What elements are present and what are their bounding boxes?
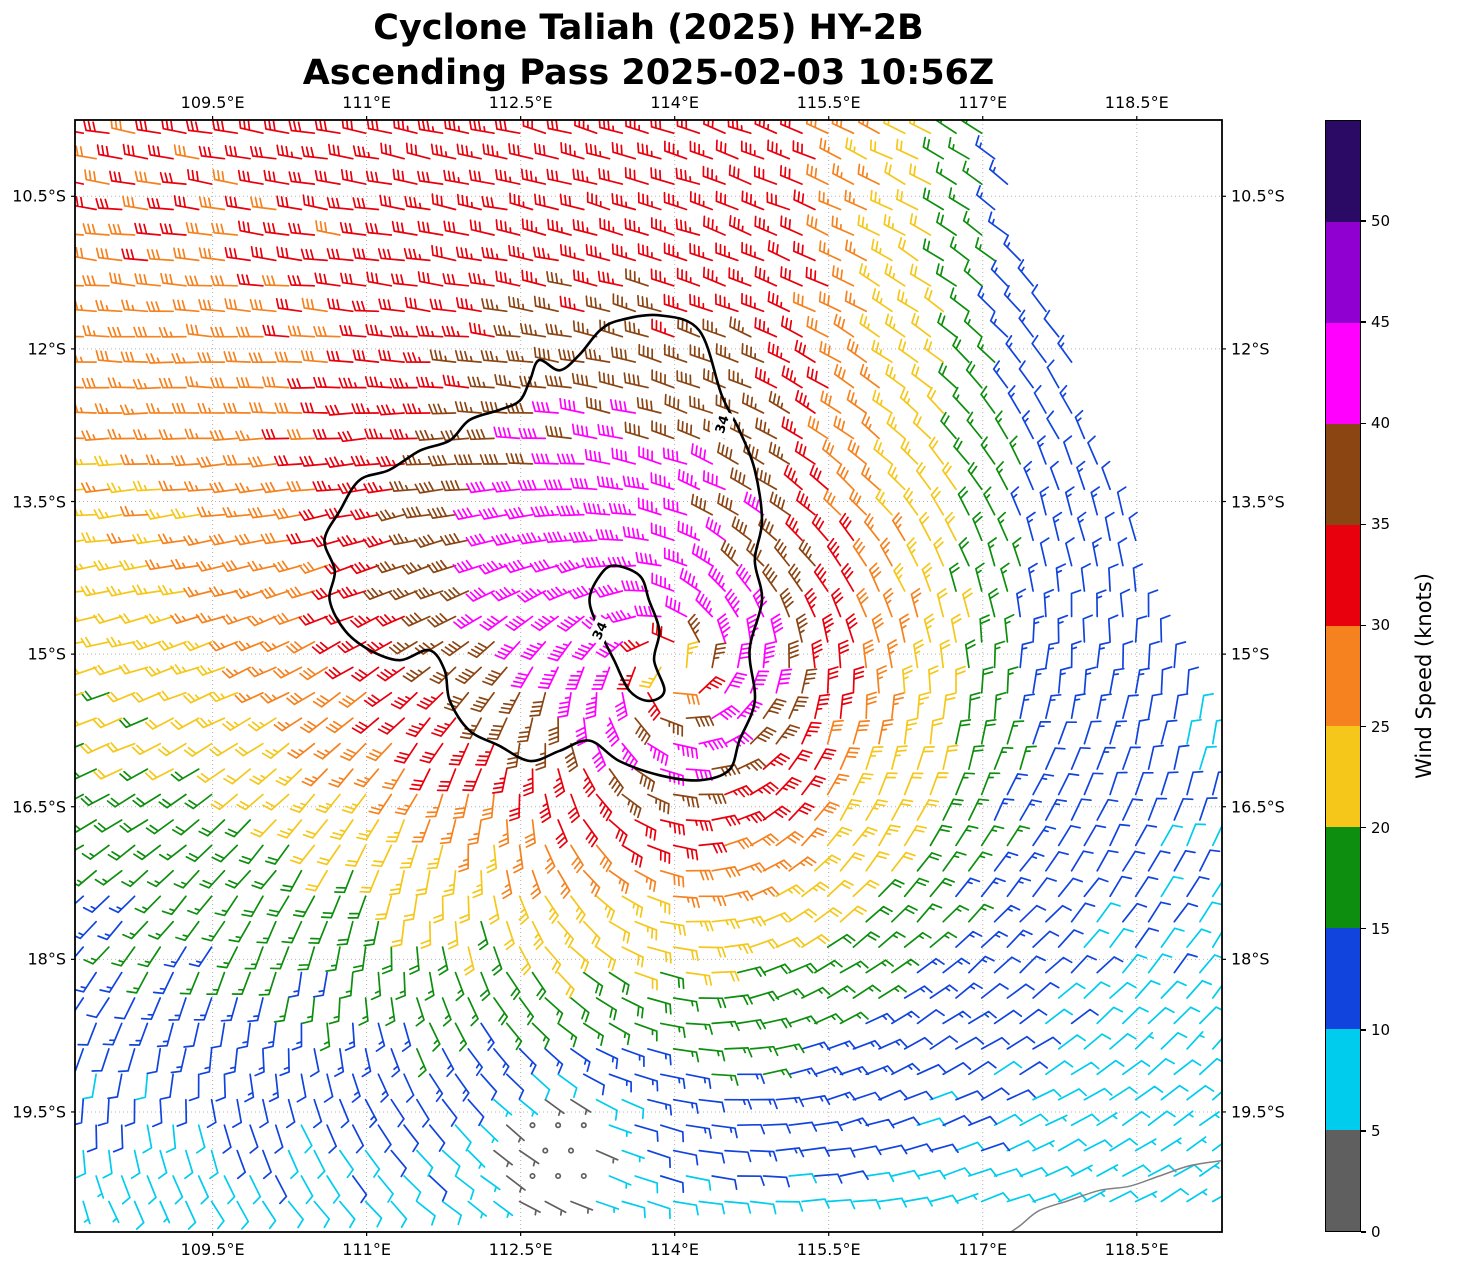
y-tick-label-left: 15°S	[27, 644, 66, 664]
y-tick-label-left: 10.5°S	[12, 186, 66, 206]
wind-barbs-bin-2	[75, 135, 1222, 1205]
x-tick-label-bottom: 111°E	[342, 1240, 391, 1259]
colorbar-tick-label: 0	[1371, 1223, 1381, 1241]
colorbar-segment-25-30	[1326, 625, 1360, 727]
wind-barbs-bin-5	[75, 120, 922, 909]
wind-barbs-bin-4	[75, 120, 973, 999]
colorbar-segment-0-5	[1326, 1130, 1360, 1231]
wind-barbs-bin-3	[75, 120, 1037, 1086]
colorbar-tick-mark	[1361, 826, 1366, 829]
wind-barbs-bin-8	[452, 397, 793, 787]
x-tick-label-top: 118.5°E	[1104, 93, 1169, 112]
y-tick-label-left: 18°S	[27, 949, 66, 969]
colorbar-segment-50+	[1326, 121, 1360, 222]
contour-label: 34	[586, 615, 614, 647]
y-tick-label-left: 16.5°S	[12, 797, 66, 817]
wind-barbs-bin-1	[75, 693, 1222, 1230]
colorbar-segment-35-40	[1326, 423, 1360, 525]
colorbar-tick-mark	[1361, 1130, 1366, 1132]
colorbar-tick-mark	[1361, 928, 1366, 930]
colorbar-tick-label: 45	[1371, 313, 1391, 332]
x-tick-label-bottom: 109.5°E	[180, 1240, 245, 1259]
y-tick-label-right: 18°S	[1231, 949, 1270, 969]
colorbar-tick-mark	[1361, 523, 1366, 526]
x-tick-label-top: 114°E	[650, 93, 699, 112]
y-tick-label-right: 19.5°S	[1231, 1102, 1285, 1122]
chart-title: Cyclone Taliah (2025) HY-2B Ascending Pa…	[75, 6, 1222, 96]
colorbar-tick-label: 20	[1371, 818, 1391, 837]
colorbar-tick-mark	[1361, 1231, 1366, 1233]
x-tick-label-top: 109.5°E	[180, 93, 245, 112]
contour-label: 34	[709, 409, 735, 440]
gridlines	[75, 120, 1222, 1232]
colorbar-tick-mark	[1361, 624, 1366, 627]
colorbar-segment-40-45	[1326, 322, 1360, 424]
y-tick-label-right: 12°S	[1231, 339, 1270, 359]
x-tick-label-top: 112.5°E	[488, 93, 553, 112]
x-tick-label-top: 111°E	[342, 93, 391, 112]
overlays: 34 34	[323, 313, 1222, 1232]
contour-label-box	[709, 409, 735, 440]
x-tick-label-bottom: 115.5°E	[796, 1240, 861, 1259]
wind-barbs-bin-0	[493, 1098, 619, 1216]
colorbar-tick-label: 15	[1371, 919, 1391, 938]
contour-label-text: 34	[590, 620, 611, 643]
x-tick-label-top: 117°E	[958, 93, 1008, 112]
colorbar-tick-label: 5	[1371, 1121, 1381, 1140]
contour-label-box	[586, 615, 614, 647]
colorbar-segment-10-15	[1326, 928, 1360, 1030]
y-tick-label-left: 13.5°S	[12, 492, 66, 512]
colorbar-tick-label: 30	[1371, 616, 1391, 635]
coastline	[1009, 1160, 1222, 1232]
colorbar-segment-20-25	[1326, 726, 1360, 828]
x-tick-label-top: 115.5°E	[796, 93, 861, 112]
colorbar-tick-label: 10	[1371, 1020, 1391, 1039]
colorbar-tick-mark	[1361, 220, 1366, 222]
wind-barbs-bin-7	[362, 268, 818, 819]
colorbar-tick-label: 25	[1371, 717, 1391, 736]
y-tick-label-right: 15°S	[1231, 644, 1270, 664]
y-tick-label-left: 19.5°S	[12, 1102, 66, 1122]
gale-contour-outer	[323, 313, 764, 782]
wind-barb-field	[75, 120, 1222, 1230]
chart-title-line2: Ascending Pass 2025-02-03 10:56Z	[302, 52, 995, 93]
x-tick-label-bottom: 117°E	[958, 1240, 1008, 1259]
colorbar-tick-mark	[1361, 725, 1366, 728]
colorbar-tick-label: 50	[1371, 212, 1391, 231]
y-tick-label-right: 16.5°S	[1231, 797, 1285, 817]
chart-title-line1: Cyclone Taliah (2025) HY-2B	[373, 8, 924, 48]
wind-barbs-bin-6	[75, 120, 865, 868]
colorbar-tick-mark	[1361, 422, 1366, 424]
colorbar-segment-15-20	[1326, 827, 1360, 929]
y-tick-label-right: 13.5°S	[1231, 492, 1285, 512]
contour-label-text: 34	[713, 414, 733, 436]
x-tick-label-bottom: 114°E	[650, 1240, 699, 1259]
colorbar-segment-5-10	[1326, 1029, 1360, 1131]
x-tick-label-bottom: 112.5°E	[488, 1240, 553, 1259]
colorbar-segment-45-50	[1326, 221, 1360, 323]
colorbar-tick-label: 40	[1371, 414, 1391, 433]
y-tick-label-right: 10.5°S	[1231, 186, 1285, 206]
colorbar	[1325, 120, 1361, 1232]
x-tick-label-bottom: 118.5°E	[1104, 1240, 1169, 1259]
colorbar-label: Wind Speed (knots)	[1412, 573, 1436, 779]
plot-frame	[74, 119, 1223, 1233]
colorbar-tick-label: 35	[1371, 515, 1391, 534]
colorbar-tick-mark	[1361, 321, 1366, 323]
gale-contour-inner	[588, 564, 666, 703]
y-tick-label-left: 12°S	[27, 339, 66, 359]
colorbar-segment-30-35	[1326, 524, 1360, 626]
colorbar-tick-mark	[1361, 1029, 1366, 1031]
